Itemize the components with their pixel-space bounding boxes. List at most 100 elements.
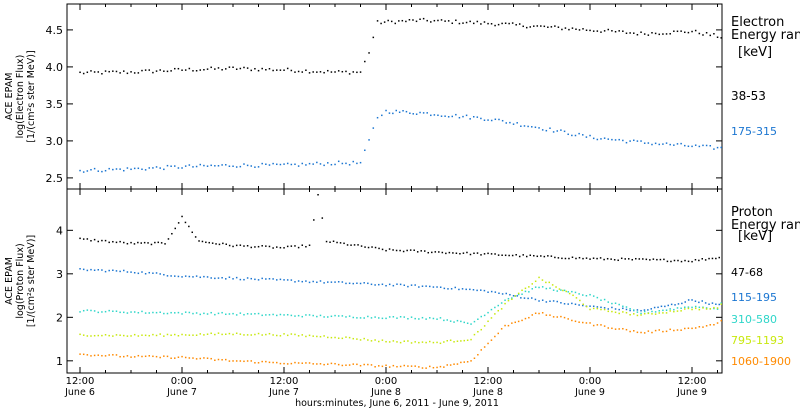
series-point-proton-310-580 [283, 314, 285, 316]
series-point-proton-47-68 [649, 259, 651, 261]
series-point-proton-1060-1900 [210, 357, 212, 360]
series-point-proton-795-1193 [312, 335, 314, 337]
series-point-electron-38-53 [705, 32, 708, 34]
series-point-proton-795-1193 [265, 333, 267, 336]
series-point-proton-1060-1900 [600, 324, 602, 326]
series-point-proton-795-1193 [341, 337, 344, 340]
series-point-proton-47-68 [232, 245, 234, 248]
series-point-proton-47-68 [673, 259, 676, 262]
series-point-proton-1060-1900 [363, 363, 365, 366]
series-point-electron-38-53 [422, 17, 425, 20]
series-point-electron-175-315 [235, 166, 238, 168]
series-point-proton-795-1193 [698, 308, 701, 311]
series-point-electron-175-315 [141, 168, 143, 171]
series-point-electron-175-315 [560, 129, 562, 131]
series-point-proton-795-1193 [104, 334, 107, 336]
series-point-proton-47-68 [504, 254, 507, 257]
series-point-proton-1060-1900 [560, 315, 562, 318]
series-point-proton-47-68 [420, 250, 422, 252]
series-point-electron-38-53 [684, 31, 686, 34]
series-point-proton-115-195 [465, 288, 467, 291]
series-point-proton-115-195 [97, 269, 100, 271]
ytick-label-electron: 2.5 [46, 172, 64, 185]
series-point-proton-115-195 [243, 278, 245, 281]
series-point-proton-310-580 [449, 320, 452, 322]
series-point-proton-1060-1900 [421, 367, 424, 369]
series-point-proton-795-1193 [181, 333, 183, 336]
series-point-proton-310-580 [272, 313, 274, 316]
series-point-proton-795-1193 [702, 307, 704, 309]
xtick-label-time: 0:00 [171, 376, 193, 387]
xtick-label-date: June 9 [676, 387, 707, 398]
series-point-proton-795-1193 [217, 332, 220, 334]
series-point-proton-47-68 [276, 246, 278, 248]
series-point-proton-310-580 [556, 290, 559, 292]
series-point-proton-115-195 [312, 280, 314, 283]
series-point-proton-310-580 [592, 295, 595, 297]
series-point-proton-115-195 [181, 276, 183, 278]
series-point-proton-115-195 [239, 278, 242, 281]
series-point-proton-115-195 [501, 293, 504, 295]
series-point-electron-38-53 [394, 22, 397, 25]
series-point-proton-795-1193 [159, 333, 161, 335]
series-point-electron-38-53 [654, 32, 657, 35]
series-point-proton-115-195 [257, 279, 260, 281]
series-point-proton-47-68 [246, 245, 249, 247]
xtick-label-date: June 9 [574, 387, 605, 398]
series-point-electron-38-53 [665, 33, 668, 35]
series-point-proton-1060-1900 [625, 328, 628, 331]
series-point-proton-795-1193 [235, 332, 238, 335]
series-point-electron-38-53 [141, 69, 143, 72]
series-point-electron-38-53 [419, 18, 421, 20]
series-point-electron-175-315 [444, 115, 446, 117]
series-point-electron-38-53 [611, 30, 613, 32]
series-point-electron-175-315 [592, 137, 595, 140]
series-point-electron-38-53 [543, 25, 546, 28]
series-point-proton-310-580 [97, 311, 100, 314]
ytick-label-electron: 4.5 [46, 24, 64, 37]
series-point-proton-795-1193 [254, 333, 256, 336]
series-point-proton-47-68 [257, 245, 260, 248]
series-point-electron-175-315 [148, 167, 151, 169]
series-point-proton-1060-1900 [319, 363, 322, 365]
series-point-electron-38-53 [447, 20, 450, 22]
series-point-proton-47-68 [115, 241, 118, 244]
series-point-electron-175-315 [673, 144, 675, 146]
series-point-electron-38-53 [387, 19, 389, 22]
series-point-electron-38-53 [272, 69, 274, 72]
series-point-proton-310-580 [152, 311, 154, 314]
series-point-electron-175-315 [395, 109, 397, 112]
series-point-proton-310-580 [676, 307, 679, 309]
series-point-proton-310-580 [388, 316, 391, 318]
series-point-electron-38-53 [243, 66, 245, 69]
series-point-proton-795-1193 [115, 334, 118, 336]
series-point-electron-38-53 [716, 36, 719, 39]
series-point-proton-47-68 [522, 254, 524, 256]
series-point-proton-1060-1900 [272, 361, 274, 364]
series-point-electron-38-53 [640, 31, 642, 33]
series-point-electron-38-53 [592, 30, 595, 32]
series-point-electron-38-53 [487, 22, 489, 25]
series-point-electron-38-53 [501, 22, 503, 25]
series-point-proton-47-68 [157, 241, 159, 244]
series-point-proton-1060-1900 [152, 355, 154, 358]
series-point-proton-310-580 [337, 315, 340, 317]
series-point-proton-47-68 [374, 246, 377, 249]
series-point-proton-47-68 [294, 245, 296, 247]
series-point-proton-47-68 [399, 249, 401, 252]
series-point-proton-47-68 [305, 245, 307, 248]
series-point-proton-795-1193 [436, 341, 438, 344]
series-point-electron-175-315 [716, 146, 719, 149]
series-point-proton-1060-1900 [477, 353, 479, 356]
series-point-proton-1060-1900 [123, 355, 125, 358]
series-point-proton-310-580 [585, 295, 588, 297]
series-point-proton-47-68 [568, 257, 570, 260]
series-point-electron-38-53 [104, 70, 107, 72]
series-point-electron-38-53 [380, 22, 382, 25]
xtick-label-date: June 7 [166, 387, 197, 398]
series-point-proton-795-1193 [497, 309, 499, 312]
proton-legend-entry-1060-1900: 1060-1900 [731, 355, 791, 368]
series-point-proton-115-195 [352, 282, 355, 285]
series-point-electron-175-315 [520, 125, 522, 127]
series-point-proton-795-1193 [680, 310, 682, 312]
